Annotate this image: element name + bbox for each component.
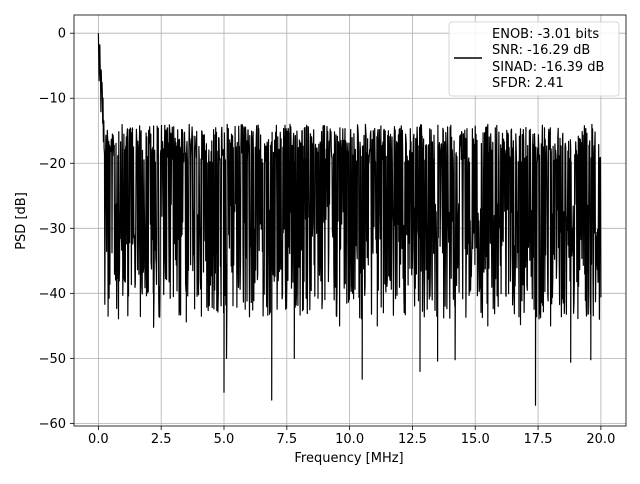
legend-line-snr: SNR: -16.29 dB: [492, 43, 590, 58]
x-tick-label: 12.5: [398, 432, 427, 447]
x-tick-label: 17.5: [524, 432, 553, 447]
y-tick-label: −30: [39, 222, 66, 237]
x-tick-label: 10.0: [335, 432, 364, 447]
x-tick-label: 5.0: [214, 432, 235, 447]
legend-line-enob: ENOB: -3.01 bits: [492, 27, 599, 42]
x-tick-label: 0.0: [88, 432, 109, 447]
y-axis-label: PSD [dB]: [14, 192, 29, 250]
legend-line-sinad: SINAD: -16.39 dB: [492, 60, 604, 75]
y-tick-label: −20: [39, 157, 66, 172]
legend-line-sfdr: SFDR: 2.41: [492, 76, 564, 91]
y-tick-label: 0: [58, 27, 66, 42]
x-tick-label: 2.5: [151, 432, 172, 447]
legend-box: [448, 21, 620, 97]
legend: ENOB: -3.01 bits SNR: -16.29 dB SINAD: -…: [448, 21, 620, 97]
psd-series: [97, 33, 602, 406]
y-tick-label: −10: [39, 92, 66, 107]
psd-trace: [97, 33, 602, 406]
y-axis: 0 −10 −20 −30 −40 −50 −60: [39, 27, 74, 432]
x-tick-label: 20.0: [586, 432, 615, 447]
x-axis: 0.0 2.5 5.0 7.5 10.0 12.5 15.0 17.5 20.0: [88, 426, 615, 447]
y-tick-label: −60: [39, 417, 66, 432]
x-tick-label: 7.5: [276, 432, 297, 447]
x-axis-label: Frequency [MHz]: [294, 451, 403, 466]
y-tick-label: −40: [39, 287, 66, 302]
x-tick-label: 15.0: [461, 432, 490, 447]
y-tick-label: −50: [39, 352, 66, 367]
